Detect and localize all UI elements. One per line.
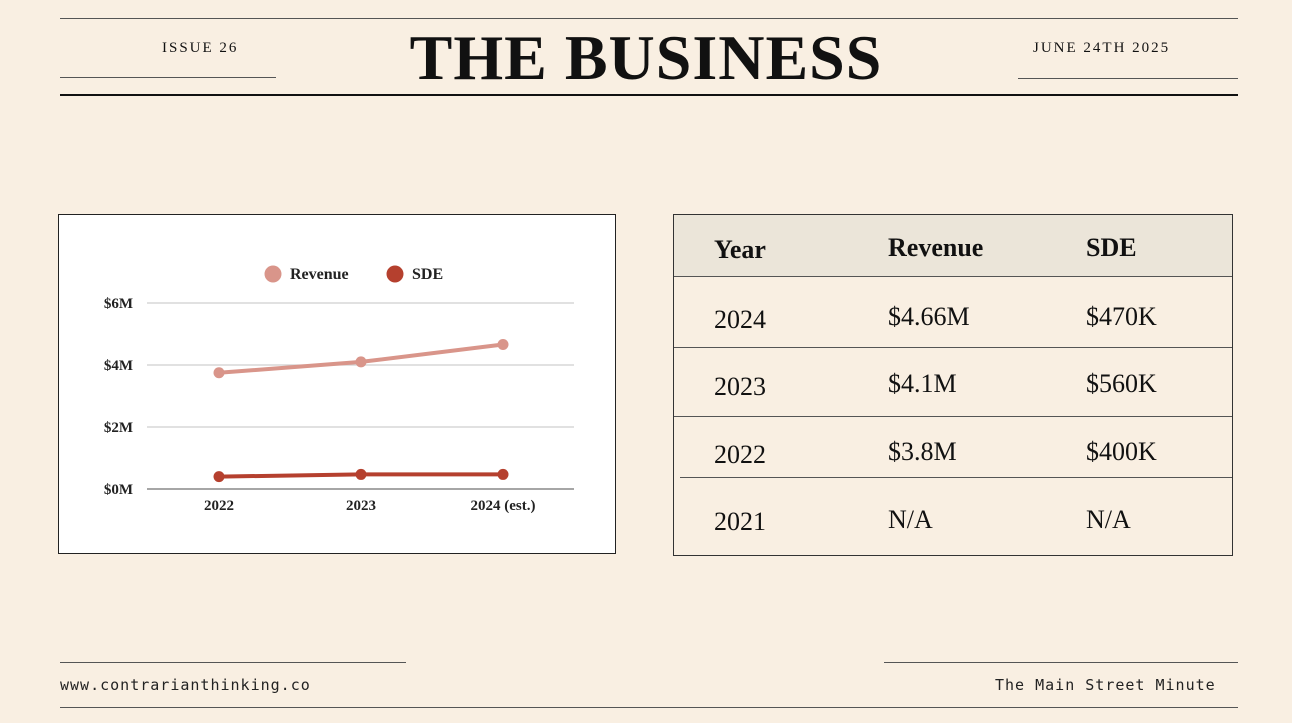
header-right-rule: [1018, 78, 1238, 79]
cell-revenue: N/A: [888, 505, 933, 534]
page-title: THE BUSINESS: [409, 22, 883, 93]
x-tick-label: 2023: [346, 498, 376, 514]
data-point: [355, 468, 367, 480]
header-left-rule: [60, 77, 276, 78]
issue-number: ISSUE 26: [162, 40, 239, 56]
footer-left-rule: [60, 662, 406, 663]
footer-bottom-rule: [60, 707, 1238, 708]
footer-right-rule: [884, 662, 1238, 663]
data-point: [213, 367, 225, 379]
x-tick-label: 2022: [204, 498, 234, 514]
chart-panel: $0M $2M $4M $6M 2022 2023 2024 (est.) Revenue…: [58, 214, 616, 554]
row-divider: [680, 477, 1232, 478]
legend-marker: [386, 265, 404, 283]
header-revenue: Revenue: [888, 233, 984, 262]
data-point: [497, 468, 509, 480]
row-divider: [674, 416, 1232, 417]
header-bottom-rule: [60, 94, 1238, 96]
newsletter-tagline: The Main Street Minute: [995, 676, 1216, 694]
cell-sde: $400K: [1086, 437, 1157, 466]
y-tick-label: $2M: [104, 420, 133, 436]
cell-year: 2024: [714, 305, 766, 334]
header-year: Year: [714, 235, 766, 264]
data-point: [497, 339, 509, 351]
header-sde: SDE: [1086, 233, 1137, 262]
financials-table: Year Revenue SDE 2024 $4.66M $470K 2023 …: [673, 214, 1233, 556]
y-tick-label: $0M: [104, 482, 133, 498]
data-point: [355, 356, 367, 368]
cell-revenue: $3.8M: [888, 437, 957, 466]
cell-revenue: $4.1M: [888, 369, 957, 398]
line-chart: $0M $2M $4M $6M 2022 2023 2024 (est.) Revenue…: [104, 265, 574, 514]
cell-year: 2021: [714, 507, 766, 536]
cell-revenue: $4.66M: [888, 302, 970, 331]
cell-sde: N/A: [1086, 505, 1131, 534]
legend-marker: [264, 265, 282, 283]
cell-year: 2022: [714, 440, 766, 469]
issue-date: JUNE 24TH 2025: [1033, 40, 1171, 56]
legend-label: SDE: [412, 266, 443, 283]
cell-sde: $560K: [1086, 369, 1157, 398]
legend-label: Revenue: [290, 266, 349, 283]
cell-sde: $470K: [1086, 302, 1157, 331]
website-link[interactable]: www.contrarianthinking.co: [60, 676, 311, 694]
table-header: Year Revenue SDE: [674, 215, 1232, 277]
y-tick-label: $6M: [104, 296, 133, 312]
x-tick-label: 2024 (est.): [471, 498, 536, 514]
row-divider: [674, 347, 1232, 348]
y-tick-label: $4M: [104, 358, 133, 374]
data-point: [213, 471, 225, 483]
header-top-rule: [60, 18, 1238, 19]
cell-year: 2023: [714, 372, 766, 401]
